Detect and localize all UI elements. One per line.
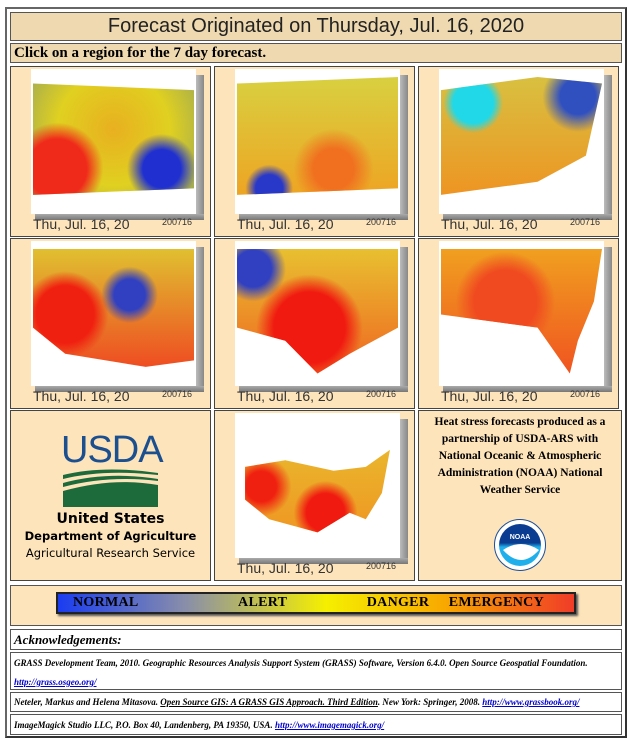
usda-name: United States <box>56 511 165 527</box>
map-shadow-edge <box>400 75 408 218</box>
acknowledgements-heading: Acknowledgements: <box>10 629 622 650</box>
map-date: Thu, Jul. 16, 20 <box>33 216 130 232</box>
map-code: 200716 <box>365 217 396 227</box>
heat-stress-map-image <box>31 69 196 214</box>
heat-stress-map-image <box>235 69 400 214</box>
map-shadow-edge <box>196 75 204 218</box>
map-code: 200716 <box>365 389 396 399</box>
region-map-northwest[interactable]: Thu, Jul. 16, 20 200716 <box>31 69 206 234</box>
map-date: Thu, Jul. 16, 20 <box>441 216 538 232</box>
map-code: 200716 <box>161 217 192 227</box>
region-cell-conus: Thu, Jul. 16, 20 200716 <box>214 410 415 581</box>
region-cell-north-central: Thu, Jul. 16, 20 200716 <box>214 66 415 237</box>
map-shadow-edge <box>604 75 612 218</box>
grassbook-link[interactable]: http://www.grassbook.org/ <box>482 697 580 707</box>
map-code: 200716 <box>569 389 600 399</box>
region-map-southwest[interactable]: Thu, Jul. 16, 20 200716 <box>31 241 206 406</box>
usda-service: Agricultural Research Service <box>25 546 196 560</box>
map-shadow-edge <box>400 419 408 562</box>
grass-link[interactable]: http://grass.osgeo.org/ <box>14 677 97 687</box>
heat-stress-map-image <box>439 241 604 386</box>
map-shadow-edge <box>443 214 612 220</box>
region-map-southeast[interactable]: Thu, Jul. 16, 20 200716 <box>439 241 614 406</box>
region-cell-southeast: Thu, Jul. 16, 20 200716 <box>418 238 619 409</box>
partnership-cell: Heat stress forecasts produced as a part… <box>418 410 622 581</box>
region-cell-south-central: Thu, Jul. 16, 20 200716 <box>214 238 415 409</box>
region-cell-northeast: Thu, Jul. 16, 20 200716 <box>418 66 619 237</box>
legend-emergency: EMERGENCY <box>448 595 544 610</box>
legend-normal: NORMAL <box>73 595 139 610</box>
region-map-northeast[interactable]: Thu, Jul. 16, 20 200716 <box>439 69 614 234</box>
map-shadow-edge <box>443 386 612 392</box>
map-shadow-edge <box>239 386 408 392</box>
region-map-south-central[interactable]: Thu, Jul. 16, 20 200716 <box>235 241 410 406</box>
heat-stress-map-image <box>235 413 400 558</box>
map-shadow-edge <box>35 214 204 220</box>
region-cell-northwest: Thu, Jul. 16, 20 200716 <box>10 66 211 237</box>
heat-stress-legend: NORMAL ALERT DANGER EMERGENCY <box>10 585 622 626</box>
noaa-logo: NOAA <box>494 519 546 571</box>
usda-department: Department of Agriculture <box>24 529 197 543</box>
region-map-conus[interactable]: Thu, Jul. 16, 20 200716 <box>235 413 410 578</box>
region-cell-southwest: Thu, Jul. 16, 20 200716 <box>10 238 211 409</box>
heat-stress-map-image <box>235 241 400 386</box>
page-title: Forecast Originated on Thursday, Jul. 16… <box>10 12 622 41</box>
reference-grass: GRASS Development Team, 2010. Geographic… <box>10 652 622 690</box>
heat-stress-map-image <box>439 69 604 214</box>
map-shadow-edge <box>400 247 408 390</box>
map-shadow-edge <box>35 386 204 392</box>
imagemagick-link[interactable]: http://www.imagemagick.org/ <box>274 720 385 730</box>
reference-grassbook: Neteler, Markus and Helena Mitasova. Ope… <box>10 692 622 712</box>
map-date: Thu, Jul. 16, 20 <box>237 560 334 576</box>
legend-danger: DANGER <box>366 595 430 610</box>
map-date: Thu, Jul. 16, 20 <box>237 216 334 232</box>
map-date: Thu, Jul. 16, 20 <box>237 388 334 404</box>
usda-logo: USDA <box>61 431 164 507</box>
partnership-text: Heat stress forecasts produced as a part… <box>434 416 606 496</box>
usda-cell: USDA United States Department of Agricul… <box>10 410 211 581</box>
legend-alert: ALERT <box>238 595 288 610</box>
map-shadow-edge <box>239 558 408 564</box>
map-code: 200716 <box>161 389 192 399</box>
map-shadow-edge <box>196 247 204 390</box>
map-date: Thu, Jul. 16, 20 <box>33 388 130 404</box>
map-code: 200716 <box>365 561 396 571</box>
map-code: 200716 <box>569 217 600 227</box>
region-map-north-central[interactable]: Thu, Jul. 16, 20 200716 <box>235 69 410 234</box>
instruction-text: Click on a region for the 7 day forecast… <box>10 43 622 63</box>
reference-imagemagick: ImageMagick Studio LLC, P.O. Box 40, Lan… <box>10 714 622 735</box>
map-date: Thu, Jul. 16, 20 <box>441 388 538 404</box>
page-frame <box>5 7 627 738</box>
map-shadow-edge <box>604 247 612 390</box>
heat-stress-map-image <box>31 241 196 386</box>
map-shadow-edge <box>239 214 408 220</box>
